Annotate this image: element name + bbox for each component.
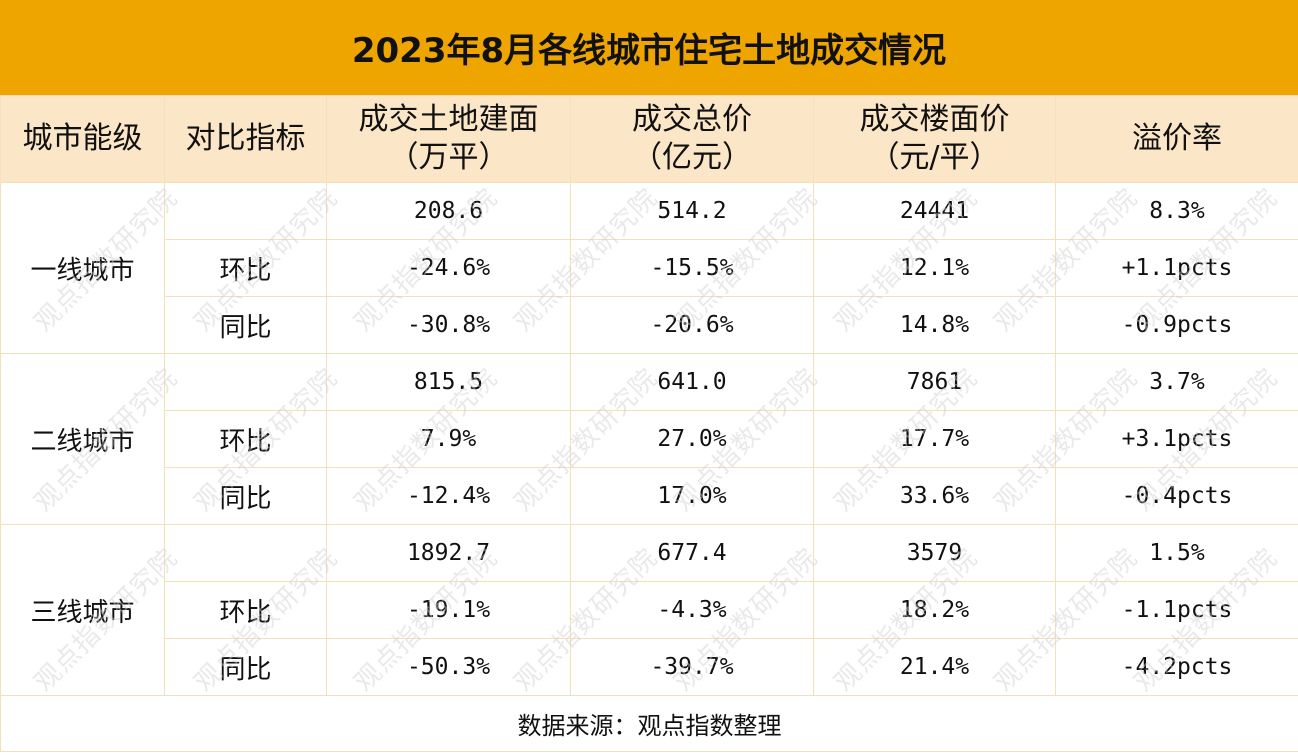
price-cell: 33.6%: [813, 467, 1056, 525]
premium-cell: +3.1pcts: [1055, 410, 1298, 468]
total-cell: -39.7%: [570, 638, 814, 696]
source-row: 数据来源：观点指数整理: [0, 695, 1298, 752]
total-cell: -4.3%: [570, 581, 814, 639]
total-cell: -20.6%: [570, 296, 814, 354]
header-price: 成交楼面价 （元/平）: [813, 95, 1056, 183]
header-area: 成交土地建面 （万平）: [326, 95, 571, 183]
premium-cell: 3.7%: [1055, 353, 1298, 411]
source-note: 数据来源：观点指数整理: [0, 695, 1298, 752]
price-cell: 18.2%: [813, 581, 1056, 639]
table-row: 二线城市 815.5 641.0 7861 3.7%: [0, 353, 1298, 525]
tier-cell: 一线城市: [0, 182, 165, 354]
metric-cell: 环比: [164, 581, 327, 639]
tier-cell: 三线城市: [0, 524, 165, 696]
metric-cell: [164, 182, 327, 240]
metric-cell: [164, 353, 327, 411]
metric-cell: 同比: [164, 638, 327, 696]
price-cell: 7861: [813, 353, 1056, 411]
area-cell: 208.6: [326, 182, 571, 240]
area-cell: 815.5: [326, 353, 571, 411]
header-tier: 城市能级: [0, 95, 165, 183]
premium-cell: -0.9pcts: [1055, 296, 1298, 354]
header-total: 成交总价 （亿元）: [570, 95, 814, 183]
premium-cell: -1.1pcts: [1055, 581, 1298, 639]
area-cell: -30.8%: [326, 296, 571, 354]
header-area-line2: （万平）: [388, 140, 509, 175]
header-area-line1: 成交土地建面: [358, 102, 539, 137]
area-cell: 1892.7: [326, 524, 571, 582]
header-metric: 对比指标: [164, 95, 327, 183]
header-premium: 溢价率: [1055, 95, 1298, 183]
metric-cell: [164, 524, 327, 582]
metric-cell: 环比: [164, 239, 327, 297]
area-cell: -50.3%: [326, 638, 571, 696]
total-cell: 514.2: [570, 182, 814, 240]
table-row: 环比 -19.1% -4.3% 18.2% -1.1pcts: [1, 581, 1298, 639]
table-row: 三线城市 1892.7 677.4 3579 1.5%: [0, 524, 1298, 696]
total-cell: 641.0: [570, 353, 814, 411]
table-row: 一线城市 208.6 514.2 24441 8.3%: [0, 182, 1298, 354]
area-cell: 7.9%: [326, 410, 571, 468]
table-title: 2023年8月各线城市住宅土地成交情况: [0, 0, 1298, 95]
price-cell: 24441: [813, 182, 1056, 240]
table-row: 环比 -24.6% -15.5% 12.1% +1.1pcts: [1, 239, 1298, 297]
table-row: 同比 -12.4% 17.0% 33.6% -0.4pcts: [1, 467, 1298, 525]
area-cell: -12.4%: [326, 467, 571, 525]
price-cell: 21.4%: [813, 638, 1056, 696]
premium-cell: 1.5%: [1055, 524, 1298, 582]
header-total-line2: （亿元）: [632, 140, 752, 175]
total-cell: 677.4: [570, 524, 814, 582]
metric-cell: 环比: [164, 410, 327, 468]
header-row: 城市能级 对比指标 成交土地建面 （万平） 成交总价 （亿元） 成交楼面价 （元…: [0, 95, 1298, 183]
total-cell: 27.0%: [570, 410, 814, 468]
price-cell: 12.1%: [813, 239, 1056, 297]
table-row: 同比 -30.8% -20.6% 14.8% -0.9pcts: [1, 296, 1298, 354]
total-cell: -15.5%: [570, 239, 814, 297]
metric-cell: 同比: [164, 296, 327, 354]
premium-cell: -0.4pcts: [1055, 467, 1298, 525]
total-cell: 17.0%: [570, 467, 814, 525]
area-cell: -19.1%: [326, 581, 571, 639]
table-row: 同比 -50.3% -39.7% 21.4% -4.2pcts: [1, 638, 1298, 696]
price-cell: 17.7%: [813, 410, 1056, 468]
premium-cell: 8.3%: [1055, 182, 1298, 240]
area-cell: -24.6%: [326, 239, 571, 297]
premium-cell: -4.2pcts: [1055, 638, 1298, 696]
premium-cell: +1.1pcts: [1055, 239, 1298, 297]
header-total-line1: 成交总价: [632, 102, 752, 137]
metric-cell: 同比: [164, 467, 327, 525]
price-cell: 3579: [813, 524, 1056, 582]
price-cell: 14.8%: [813, 296, 1056, 354]
tier-cell: 二线城市: [0, 353, 165, 525]
header-price-line2: （元/平）: [869, 140, 1000, 175]
header-price-line1: 成交楼面价: [859, 102, 1010, 137]
data-table: 城市能级 对比指标 成交土地建面 （万平） 成交总价 （亿元） 成交楼面价 （元…: [0, 95, 1298, 752]
table-row: 环比 7.9% 27.0% 17.7% +3.1pcts: [1, 410, 1298, 468]
